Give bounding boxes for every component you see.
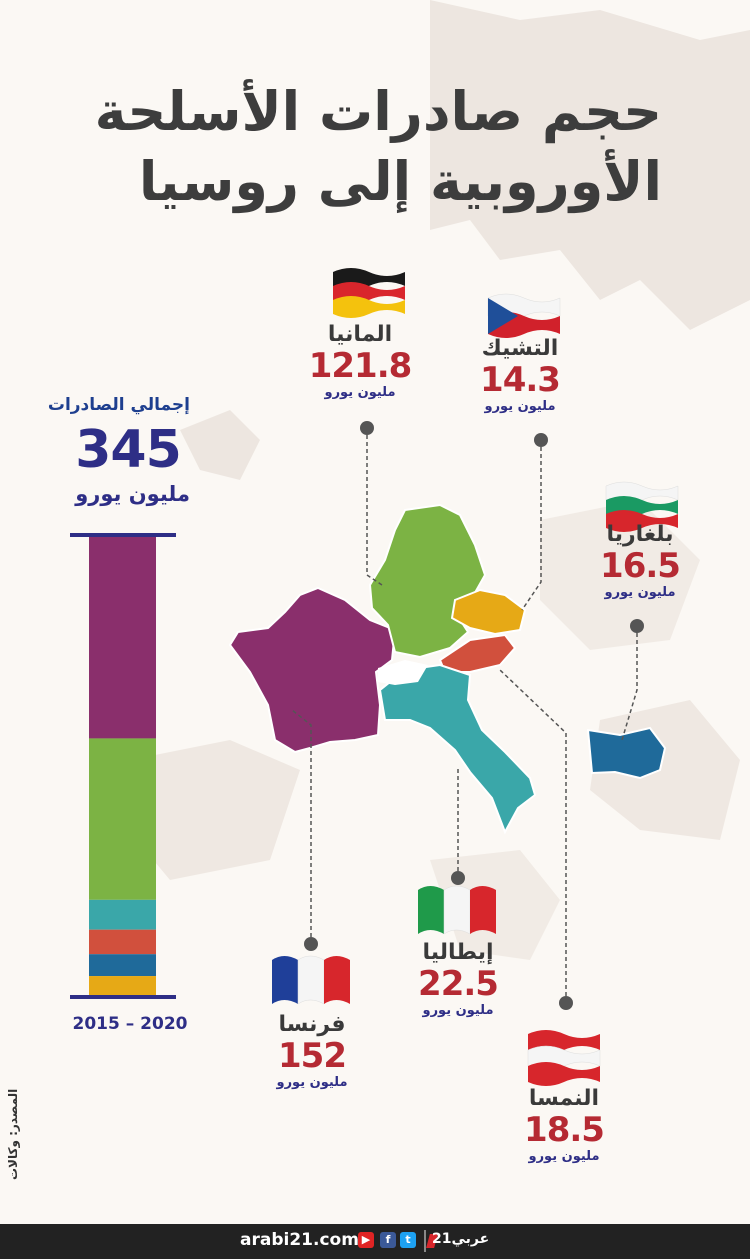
country-unit: مليون يورو xyxy=(528,1149,600,1164)
leader-france xyxy=(291,709,312,944)
stack-segment-2 xyxy=(89,899,156,930)
country-name: بلغاريا xyxy=(606,522,674,547)
map-france xyxy=(228,586,397,754)
country-value: 18.5 xyxy=(524,1110,605,1150)
chart-title-line2: الأوروبية إلى روسيا xyxy=(138,150,662,213)
czech-flag xyxy=(487,293,561,338)
bulgaria-flag xyxy=(605,481,679,532)
total-value: 345 xyxy=(75,420,182,480)
map-bulgaria xyxy=(586,726,667,780)
leader-germany xyxy=(366,428,383,586)
france-flag xyxy=(272,955,350,1005)
country-unit: مليون يورو xyxy=(276,1075,348,1090)
country-name: فرنسا xyxy=(278,1012,346,1037)
austria-flag xyxy=(527,1030,601,1086)
youtube-icon[interactable]: ▶ xyxy=(358,1232,374,1248)
country-unit: مليون يورو xyxy=(484,399,556,414)
stack-segment-5 xyxy=(89,976,156,995)
country-unit: مليون يورو xyxy=(422,1003,494,1018)
leader-dot-bulgaria xyxy=(630,619,644,633)
leader-bulgaria xyxy=(621,626,638,741)
stack-segment-4 xyxy=(89,954,156,977)
country-value: 16.5 xyxy=(600,546,681,586)
map-italy xyxy=(378,663,537,835)
footer-bar xyxy=(0,1224,750,1259)
stack-segment-3 xyxy=(89,929,156,955)
years-range: 2015 – 2020 xyxy=(72,1014,188,1034)
country-value: 14.3 xyxy=(480,360,561,400)
country-value: 121.8 xyxy=(308,346,413,386)
leader-czech xyxy=(521,440,542,611)
footer-divider xyxy=(424,1230,426,1252)
leader-dot-france xyxy=(304,937,318,951)
total-unit: مليون يورو xyxy=(75,482,190,506)
leader-dot-austria xyxy=(559,996,573,1010)
map-czech xyxy=(450,588,527,636)
stack-segment-1 xyxy=(89,738,156,900)
leader-dot-czech xyxy=(534,433,548,447)
country-label-france: فرنسا 152 مليون يورو xyxy=(252,1012,372,1090)
country-unit: مليون يورو xyxy=(324,385,396,400)
stack-segment-0 xyxy=(89,537,156,739)
facebook-icon[interactable]: f xyxy=(380,1232,396,1248)
leader-austria xyxy=(499,669,567,1003)
country-name: التشيك xyxy=(481,336,559,361)
country-label-czech: التشيك 14.3 مليون يورو xyxy=(460,336,580,414)
country-value: 152 xyxy=(278,1036,347,1076)
twitter-icon[interactable]: t xyxy=(400,1232,416,1248)
country-label-bulgaria: بلغاريا 16.5 مليون يورو xyxy=(580,522,700,600)
source-note: المصدر: وكالات xyxy=(6,1088,20,1180)
country-name: إيطاليا xyxy=(422,940,494,965)
total-label: إجمالي الصادرات xyxy=(47,395,190,415)
italy-flag xyxy=(418,885,496,935)
germany-flag xyxy=(333,268,405,318)
leader-dot-italy xyxy=(451,871,465,885)
country-label-austria: النمسا 18.5 مليون يورو xyxy=(504,1086,624,1164)
country-name: النمسا xyxy=(528,1086,600,1111)
leader-dot-germany xyxy=(360,421,374,435)
footer-brand: عربي21 xyxy=(432,1231,490,1247)
country-unit: مليون يورو xyxy=(604,585,676,600)
country-value: 22.5 xyxy=(418,964,499,1004)
country-name: المانيا xyxy=(327,322,393,347)
map-switzerland xyxy=(378,660,428,685)
country-label-germany: المانيا 121.8 مليون يورو xyxy=(300,322,420,400)
footer-site-link[interactable]: arabi21.com xyxy=(240,1230,359,1250)
chart-title-line1: حجم صادرات الأسلحة xyxy=(94,80,662,143)
country-label-italy: إيطاليا 22.5 مليون يورو xyxy=(398,940,518,1018)
